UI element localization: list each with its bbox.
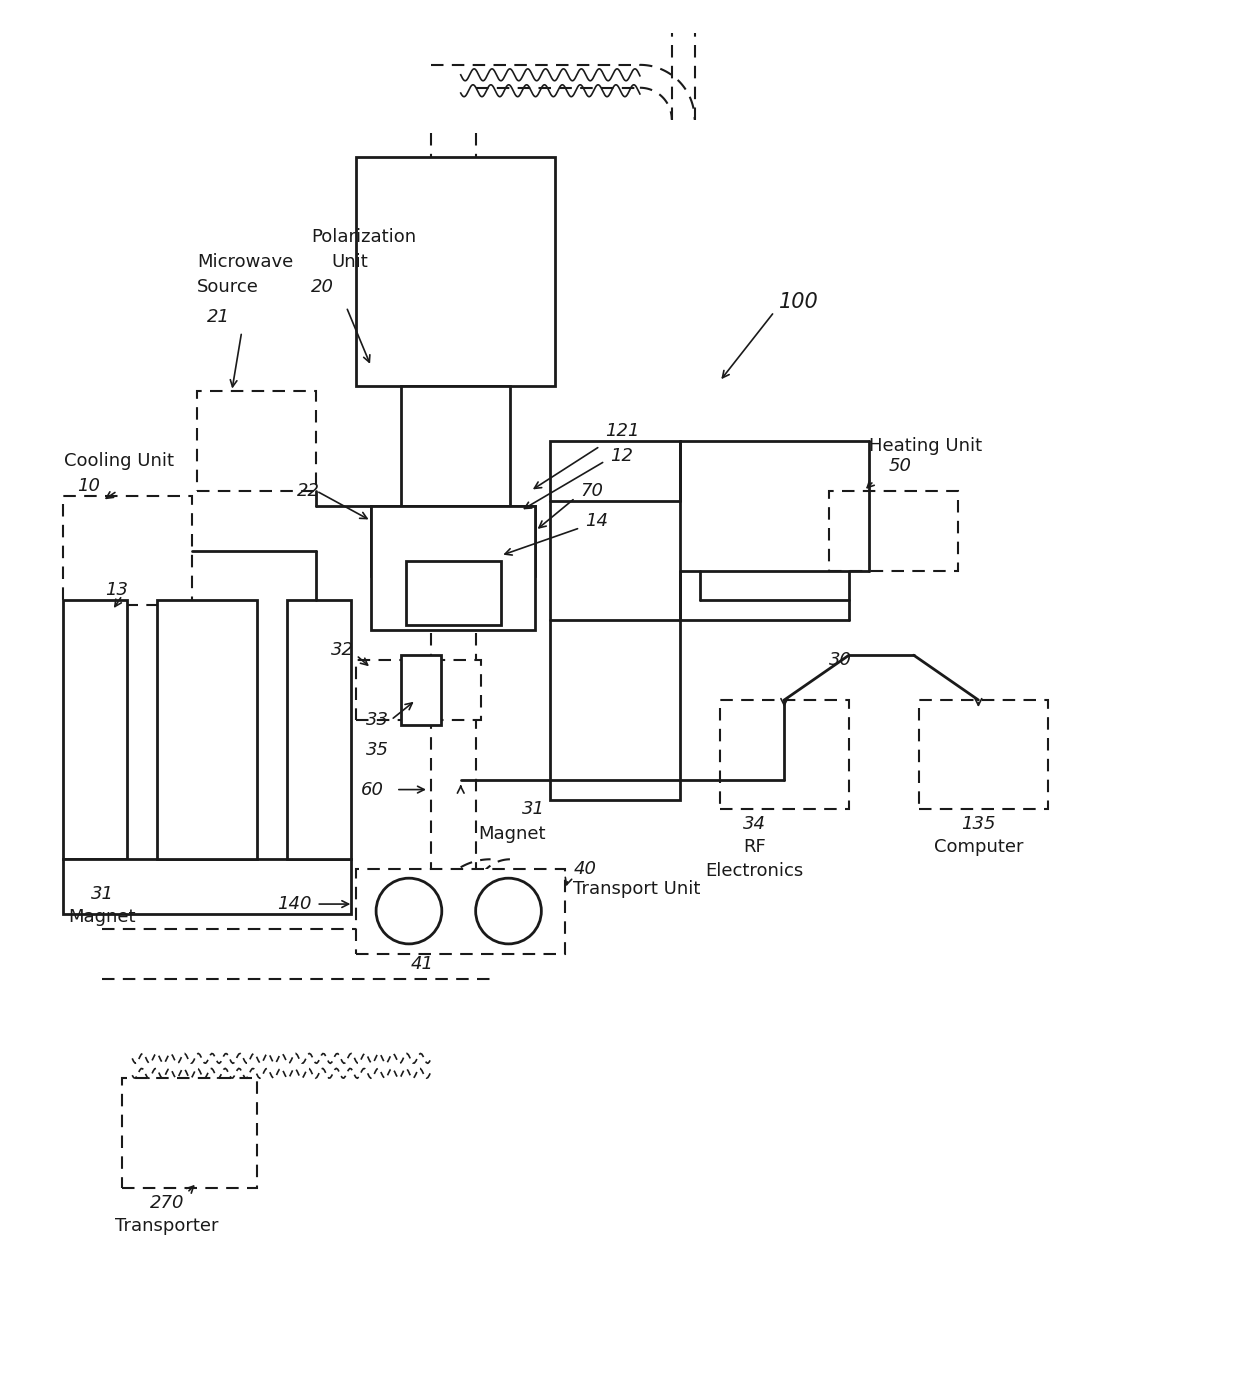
Text: Microwave: Microwave	[197, 252, 293, 270]
Text: 41: 41	[410, 955, 434, 973]
Text: Source: Source	[197, 277, 259, 296]
Bar	[405, 560, 501, 626]
Text: 40: 40	[573, 860, 596, 878]
Text: 32: 32	[331, 641, 355, 659]
Text: 70: 70	[580, 482, 603, 500]
Bar	[551, 441, 680, 800]
Text: 35: 35	[366, 740, 389, 758]
Bar	[430, 661, 481, 719]
Text: Cooling Unit: Cooling Unit	[64, 452, 175, 470]
Bar	[62, 601, 128, 859]
Text: 34: 34	[743, 815, 766, 834]
Text: Electronics: Electronics	[706, 863, 804, 880]
Text: 33: 33	[366, 711, 389, 729]
Bar	[371, 506, 536, 576]
Bar	[157, 601, 257, 859]
Text: Computer: Computer	[934, 838, 1023, 856]
Text: 50: 50	[889, 457, 911, 475]
Text: 30: 30	[830, 651, 852, 669]
Bar	[62, 859, 351, 914]
Text: 31: 31	[91, 885, 114, 903]
Text: Magnet: Magnet	[477, 825, 546, 843]
Text: 14: 14	[585, 512, 608, 530]
Bar	[830, 491, 959, 570]
Bar	[123, 1079, 257, 1188]
Text: 60: 60	[361, 781, 384, 799]
Text: 13: 13	[105, 581, 128, 599]
Text: 270: 270	[150, 1193, 185, 1211]
Bar	[197, 392, 316, 491]
Bar	[62, 496, 192, 605]
Bar	[719, 700, 849, 810]
Text: Unit: Unit	[331, 252, 368, 270]
Text: Transporter: Transporter	[115, 1217, 218, 1235]
Bar	[286, 601, 351, 859]
Text: Transport Unit: Transport Unit	[573, 880, 701, 898]
Text: 21: 21	[207, 308, 229, 326]
Bar	[919, 700, 1048, 810]
Text: Heating Unit: Heating Unit	[869, 438, 982, 454]
Bar	[371, 506, 536, 630]
Text: 140: 140	[277, 895, 311, 913]
Text: 121: 121	[605, 422, 640, 441]
Bar	[401, 386, 511, 506]
Text: 22: 22	[296, 482, 320, 500]
Bar	[356, 158, 556, 386]
Bar	[401, 655, 440, 725]
Bar	[356, 661, 405, 719]
Text: 12: 12	[610, 447, 634, 466]
Bar	[356, 870, 565, 953]
Text: 31: 31	[522, 800, 546, 818]
Text: Polarization: Polarization	[311, 229, 417, 247]
Text: 135: 135	[961, 815, 996, 834]
Text: RF: RF	[743, 838, 766, 856]
Text: Magnet: Magnet	[68, 907, 136, 926]
Text: 10: 10	[77, 477, 100, 495]
Text: 20: 20	[311, 277, 335, 296]
Text: 100: 100	[779, 291, 820, 312]
